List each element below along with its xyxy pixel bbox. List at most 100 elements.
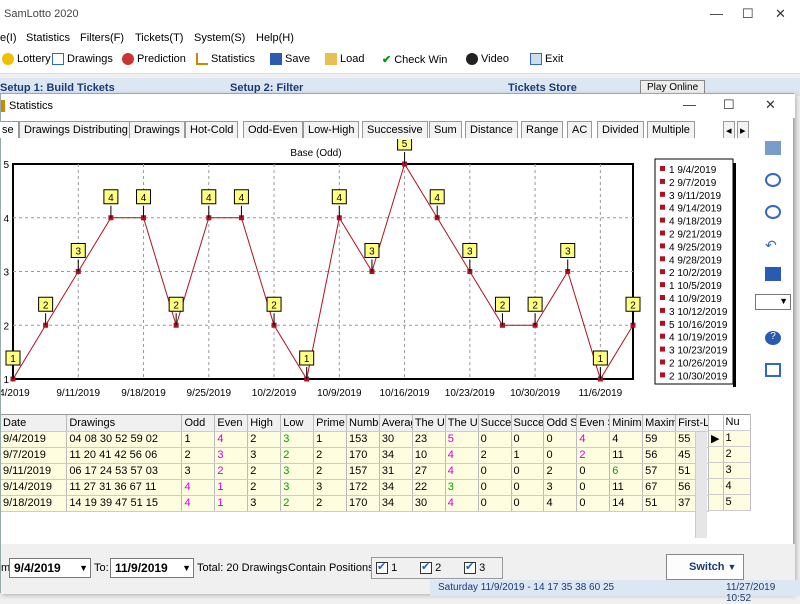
print-icon[interactable] — [765, 141, 781, 155]
column-header[interactable]: Succe — [478, 415, 512, 432]
maximize-icon[interactable]: ☐ — [742, 6, 754, 21]
color-picker[interactable]: ▼ — [755, 294, 791, 310]
last-draw-status: Saturday 11/9/2019 - 14 17 35 38 60 25 — [438, 582, 615, 593]
row-pointer-icon[interactable]: ▶ — [709, 430, 724, 447]
prediction-button[interactable]: Prediction — [122, 53, 186, 65]
tab-base[interactable]: se — [0, 121, 19, 138]
position-3-checkbox[interactable]: 3 — [464, 560, 485, 575]
y-tick-label: 5 — [3, 160, 9, 171]
close-icon[interactable]: ✕ — [775, 6, 786, 21]
tab-scroll-left[interactable]: ◂ — [723, 121, 735, 138]
menu-item[interactable]: Help(H) — [256, 32, 294, 44]
column-header[interactable]: Odd — [181, 415, 216, 432]
column-header[interactable]: Low — [280, 415, 315, 432]
check-win-button[interactable]: ✔ Check Win — [382, 53, 447, 67]
table-cell: 11 27 31 36 67 11 — [66, 479, 183, 496]
table-row[interactable]: 9/14/2019 11 27 31 36 67 11 4 1 2 3 3 172 34 22 3 0… — [1, 479, 709, 496]
table-cell: 22 — [412, 479, 446, 496]
table-cell: 3 — [543, 479, 578, 496]
table-row[interactable]: 9/4/2019 04 08 30 52 59 02 1 4 2 3 1 153 30 23 5 0 0… — [1, 431, 709, 448]
tab-low-high[interactable]: Low-High — [303, 121, 360, 138]
grid-scrollbar[interactable] — [695, 432, 707, 538]
save-icon[interactable] — [765, 267, 781, 281]
column-header[interactable]: Odd S — [543, 415, 578, 432]
menu-item[interactable]: Tickets(T) — [135, 32, 184, 44]
video-label: Video — [481, 53, 509, 65]
menu-item[interactable]: Statistics — [26, 32, 71, 44]
legend-marker — [660, 307, 665, 313]
row-selector[interactable] — [709, 462, 724, 479]
column-header[interactable]: Numbe — [346, 415, 380, 432]
play-icon — [466, 53, 478, 65]
table-cell: 14 — [609, 495, 644, 512]
switch-button[interactable]: Switch ▼ — [666, 554, 744, 580]
video-button[interactable]: Video — [466, 53, 509, 65]
row-selector[interactable] — [709, 494, 724, 511]
tab-odd-even[interactable]: Odd-Even — [243, 121, 303, 138]
tab-divided[interactable]: Divided — [597, 121, 644, 138]
column-header[interactable]: Minimu — [609, 415, 644, 432]
help-icon[interactable]: ? — [765, 331, 781, 345]
to-date-picker[interactable]: 11/9/2019 ▼ — [110, 558, 194, 578]
column-header[interactable]: Even — [214, 415, 249, 432]
column-header[interactable]: The U — [412, 415, 446, 432]
table-row[interactable]: 9/18/2019 14 19 39 47 51 15 4 1 3 2 2 170 34 30 4 0… — [1, 495, 709, 512]
data-label: 3 — [369, 247, 375, 258]
menu-item[interactable]: e(I) — [0, 32, 17, 44]
legend-entry: 3 10/12/2019 — [669, 307, 728, 318]
positions-group: 1 2 3 — [371, 557, 503, 579]
line-chart: Base (Odd) /4/2019 9/11/2019 9/18/2019 9/25/… — [0, 135, 736, 399]
exit-icon — [530, 53, 542, 65]
column-header[interactable]: Even S — [576, 415, 611, 432]
from-date-picker[interactable]: 9/4/2019 ▼ — [9, 558, 91, 578]
tab-sum[interactable]: Sum — [429, 121, 462, 138]
column-header[interactable]: Succe — [511, 415, 545, 432]
column-header[interactable]: Prime — [313, 415, 348, 432]
table-row[interactable]: 9/11/2019 06 17 24 53 57 03 3 2 2 3 2 157 31 27 4 0… — [1, 463, 709, 480]
save-button[interactable]: Save — [270, 53, 310, 65]
zoom-in-icon[interactable] — [765, 173, 781, 187]
column-header[interactable]: Maxim — [642, 415, 677, 432]
legend-entry: 1 9/4/2019 — [669, 165, 717, 176]
column-header[interactable]: First-L — [675, 415, 709, 432]
dialog-minimize-icon[interactable]: — — [683, 97, 696, 112]
undo-icon[interactable]: ↶ — [765, 237, 777, 253]
tab-ac[interactable]: AC — [567, 121, 593, 138]
column-header[interactable]: High — [247, 415, 282, 432]
zoom-out-icon[interactable] — [765, 205, 781, 219]
tab-distance[interactable]: Distance — [465, 121, 518, 138]
dialog-close-icon[interactable]: ✕ — [765, 97, 776, 112]
tab-drawings-distributing[interactable]: Drawings Distributing — [19, 121, 133, 138]
column-header[interactable]: Drawings — [66, 415, 183, 432]
dialog-maximize-icon[interactable]: ☐ — [723, 97, 735, 112]
position-2-checkbox[interactable]: 2 — [420, 560, 441, 575]
tab-hot-cold[interactable]: Hot-Cold — [185, 121, 239, 138]
load-button[interactable]: Load — [325, 53, 364, 65]
tab-multiple[interactable]: Multiple — [647, 121, 695, 138]
tab-drawings[interactable]: Drawings — [129, 121, 185, 138]
row-selector[interactable] — [709, 446, 724, 463]
tab-successive[interactable]: Successive — [362, 121, 428, 138]
save-label: Save — [285, 53, 311, 65]
column-header[interactable]: Date — [1, 415, 68, 432]
column-header[interactable]: Averag — [379, 415, 413, 432]
table-cell: 0 — [543, 447, 578, 464]
exit-icon[interactable] — [765, 363, 781, 377]
tab-range[interactable]: Range — [521, 121, 564, 138]
table-row[interactable]: 9/7/2019 11 20 41 42 56 06 2 3 3 2 2 170 34 10 4 2 1… — [1, 447, 709, 464]
table-cell: 1 — [214, 479, 249, 496]
menu-item[interactable]: Filters(F) — [80, 32, 124, 44]
tab-scroll-right[interactable]: ▸ — [737, 121, 749, 138]
statistics-dialog: Statistics — ☐ ✕ se Drawings Distributin… — [0, 93, 795, 594]
drawings-button[interactable]: Drawings — [52, 53, 113, 65]
exit-button[interactable]: Exit — [530, 53, 563, 65]
minimize-icon[interactable]: — — [710, 6, 723, 21]
column-header[interactable]: The U — [445, 415, 479, 432]
menu-item[interactable]: System(S) — [194, 32, 246, 44]
row-selector[interactable] — [709, 478, 724, 495]
position-1-checkbox[interactable]: 1 — [376, 560, 397, 575]
legend-marker — [660, 204, 665, 210]
table-cell: 170 — [346, 495, 380, 512]
lottery-button[interactable]: Lottery — [2, 53, 51, 65]
statistics-button[interactable]: Statistics — [196, 53, 255, 65]
